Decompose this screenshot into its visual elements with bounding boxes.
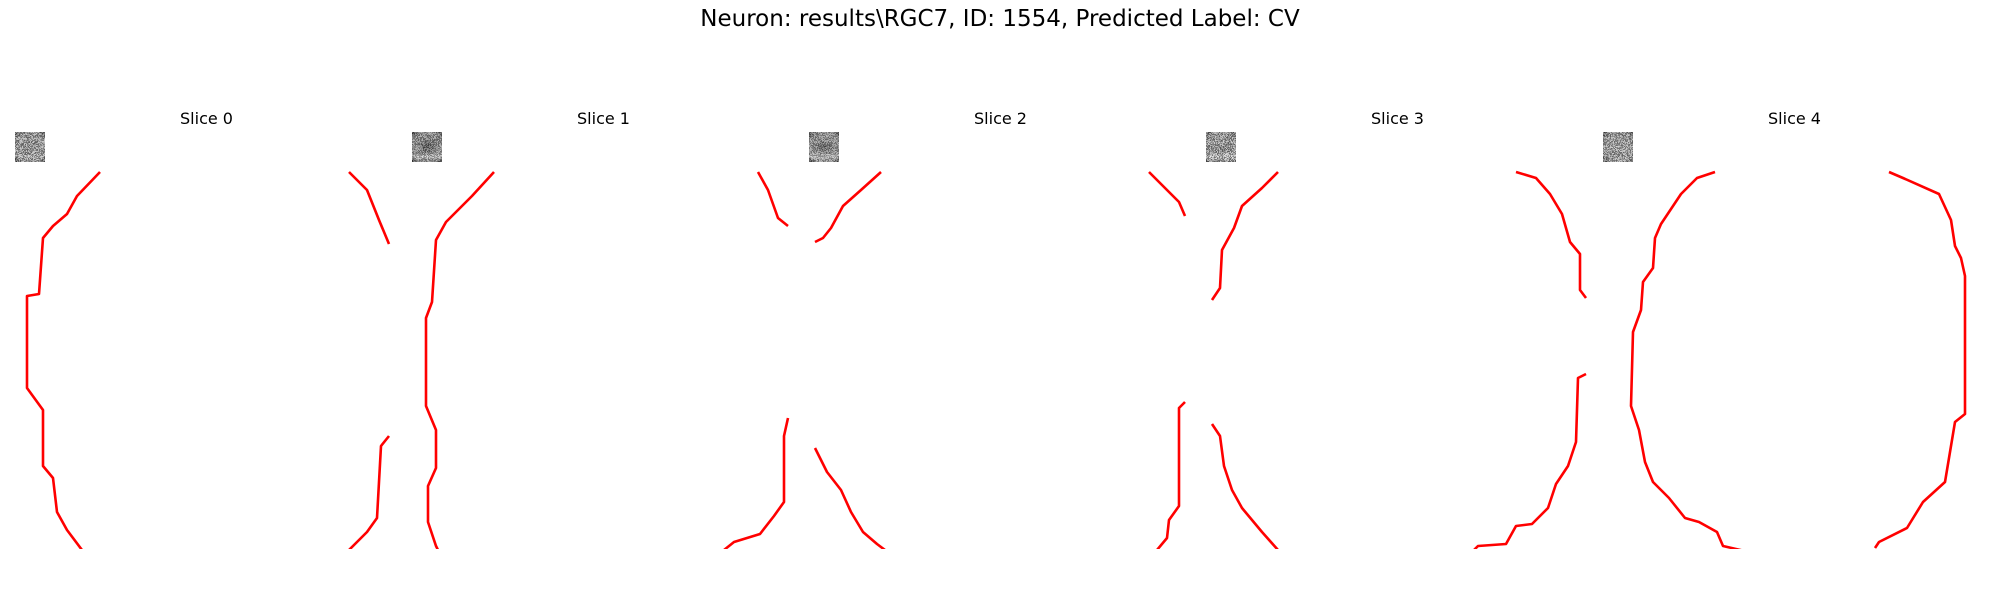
- contour-line: [1515, 170, 1588, 299]
- slice-contour-3: [1210, 170, 1588, 553]
- slice-image-1: [412, 132, 795, 555]
- slice-title-3: Slice 3: [1371, 109, 1424, 128]
- slice-image-4: [1603, 132, 1986, 554]
- slice-pixels-1: [412, 132, 442, 162]
- slice-image-0: [15, 132, 398, 555]
- contour-line: [756, 171, 789, 228]
- contour-line: [344, 435, 391, 555]
- contour-line: [723, 417, 790, 552]
- slice-title-0: Slice 0: [180, 109, 233, 128]
- slice-panel-2: Slice 2: [809, 108, 1192, 552]
- slice-image-3: [1206, 132, 1589, 553]
- contour-line: [1873, 170, 1967, 549]
- contour-line: [1210, 423, 1279, 551]
- slice-contour-1: [424, 171, 790, 555]
- contour-line: [348, 171, 391, 245]
- contour-line: [814, 171, 882, 244]
- slice-panel-4: Slice 4: [1603, 108, 1986, 554]
- slice-contour-2: [813, 171, 1187, 552]
- slice-title-4: Slice 4: [1768, 109, 1821, 128]
- contour-line: [424, 171, 495, 555]
- slice-panel-1: Slice 1: [412, 108, 795, 555]
- contour-line: [25, 171, 101, 555]
- slice-panel-0: Slice 0: [15, 108, 398, 555]
- contour-line: [1148, 171, 1187, 217]
- contour-line: [1210, 171, 1279, 301]
- slice-contour-4: [1629, 170, 1967, 554]
- contour-line: [1156, 401, 1186, 551]
- slice-pixels-2: [809, 132, 839, 162]
- slice-pixels-4: [1603, 132, 1633, 162]
- slice-title-2: Slice 2: [974, 109, 1027, 128]
- contour-line: [1629, 170, 1750, 554]
- slice-contour-0: [25, 171, 391, 555]
- slice-pixels-0: [15, 132, 45, 162]
- contour-line: [813, 447, 886, 552]
- figure-title: Neuron: results\RGC7, ID: 1554, Predicte…: [700, 6, 1300, 32]
- slice-pixels-3: [1206, 132, 1236, 162]
- contour-line: [1471, 372, 1587, 553]
- slice-title-1: Slice 1: [577, 109, 630, 128]
- slice-image-2: [809, 132, 1192, 552]
- slice-panel-3: Slice 3: [1206, 108, 1589, 553]
